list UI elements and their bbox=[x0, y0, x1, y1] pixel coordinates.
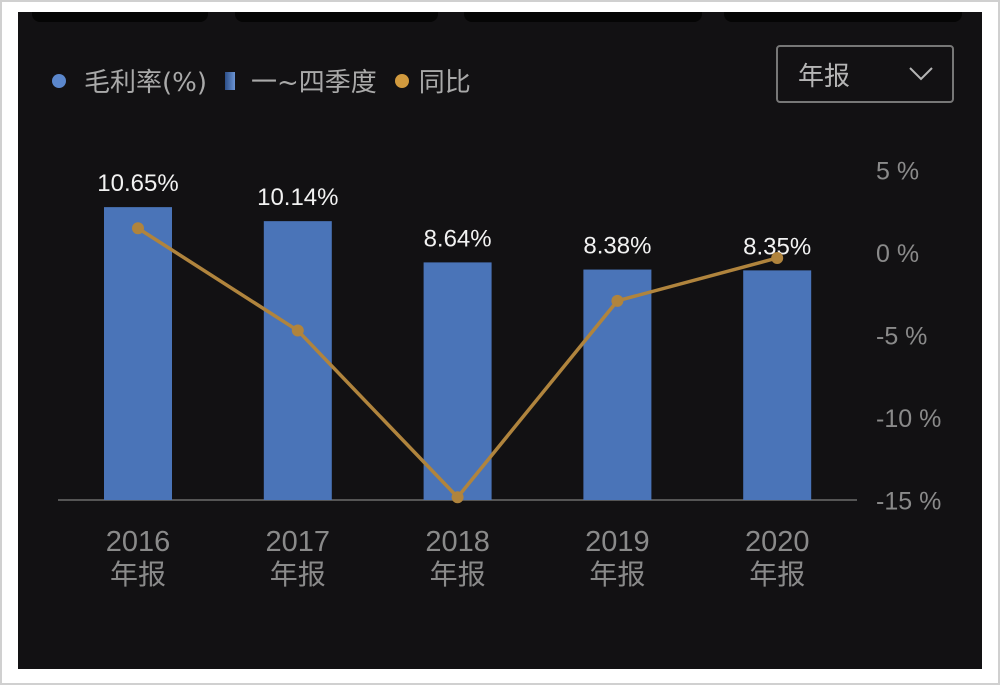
bar bbox=[104, 207, 172, 500]
bar bbox=[263, 221, 332, 500]
x-tick-label-suffix: 年报 bbox=[749, 558, 805, 591]
legend-label: 毛利率(%) bbox=[84, 68, 207, 98]
yoy-point bbox=[771, 251, 784, 264]
chevron-down-icon bbox=[909, 67, 933, 81]
x-tick-label-suffix: 年报 bbox=[430, 558, 486, 591]
legend-item-yoy[interactable]: 同比 bbox=[394, 62, 471, 99]
legend-label: 同比 bbox=[418, 68, 471, 98]
yoy-point bbox=[291, 324, 304, 337]
bar-value-label: 10.14% bbox=[257, 184, 338, 211]
top-tab[interactable] bbox=[235, 12, 438, 22]
x-tick-label: 2018 bbox=[425, 526, 490, 558]
right-axis-tick-label: 5 % bbox=[876, 158, 919, 186]
bar-value-label: 8.38% bbox=[583, 233, 651, 260]
x-tick-label: 2019 bbox=[585, 526, 650, 558]
x-tick-label: 2017 bbox=[266, 526, 331, 558]
legend-item-gross-margin[interactable]: 毛利率(%) bbox=[52, 62, 207, 99]
legend-label: 一~四季度 bbox=[251, 68, 377, 98]
period-select[interactable]: 年报 bbox=[776, 45, 954, 103]
bar bbox=[583, 269, 652, 500]
x-tick-label-suffix: 年报 bbox=[110, 558, 166, 591]
right-axis-tick-label: 0 % bbox=[876, 240, 919, 268]
top-tab[interactable] bbox=[464, 12, 702, 22]
chart-legend: 毛利率(%) 一~四季度 同比 bbox=[52, 62, 489, 99]
right-axis-tick-label: -15 % bbox=[876, 488, 941, 516]
chart-panel bbox=[18, 12, 982, 669]
circle-icon bbox=[52, 73, 66, 88]
yoy-point bbox=[132, 222, 144, 235]
right-axis-tick-label: -5 % bbox=[876, 323, 927, 351]
circle-icon bbox=[394, 73, 409, 88]
x-tick-label-suffix: 年报 bbox=[270, 558, 326, 591]
legend-item-quarters[interactable]: 一~四季度 bbox=[225, 62, 377, 99]
bar bbox=[423, 262, 492, 500]
square-icon bbox=[225, 71, 235, 90]
right-axis-tick-label: -10 % bbox=[876, 405, 941, 433]
x-tick-label: 2016 bbox=[106, 526, 171, 558]
bar bbox=[743, 270, 812, 500]
bar-value-label: 8.64% bbox=[424, 225, 492, 252]
top-tab[interactable] bbox=[724, 12, 962, 22]
yoy-point bbox=[611, 294, 624, 307]
top-tab[interactable] bbox=[32, 12, 208, 22]
yoy-point bbox=[451, 491, 464, 504]
x-tick-label: 2020 bbox=[745, 526, 810, 558]
period-select-value: 年报 bbox=[798, 61, 851, 92]
x-tick-label-suffix: 年报 bbox=[589, 558, 645, 591]
bar-value-label: 10.65% bbox=[97, 170, 178, 197]
